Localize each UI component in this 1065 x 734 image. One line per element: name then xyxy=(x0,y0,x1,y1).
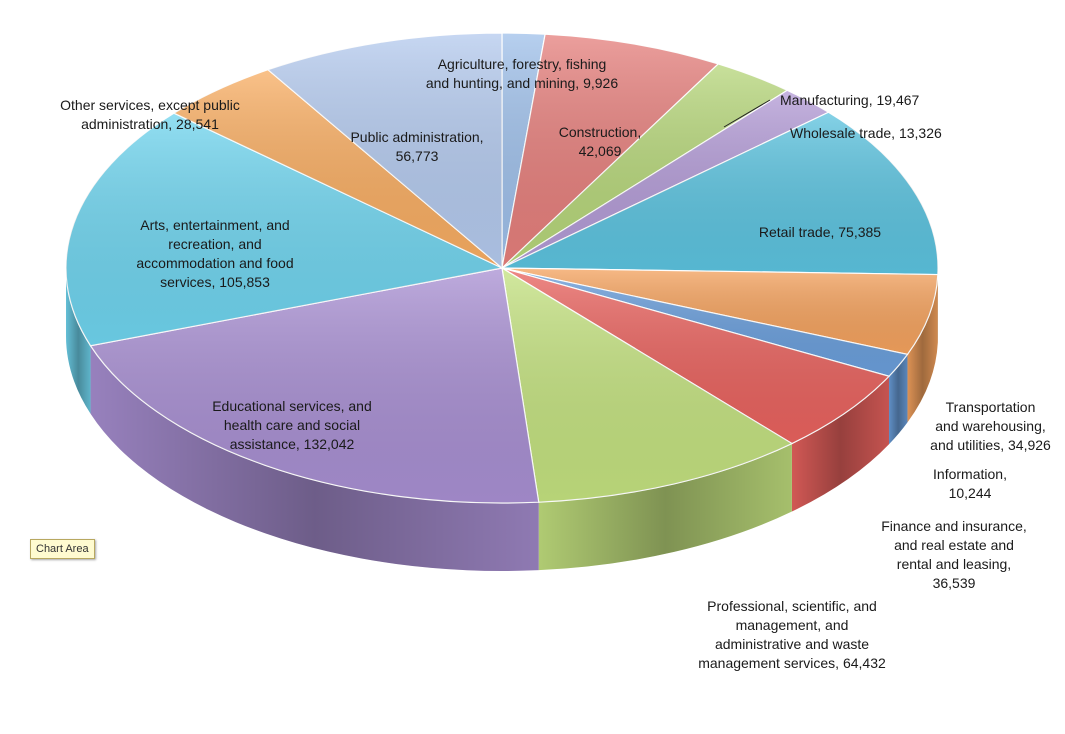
pie-slice-shade-wholesale-trade xyxy=(502,90,829,269)
chart-area-tooltip: Chart Area xyxy=(30,539,95,559)
label-transportation: Transportation and warehousing, and util… xyxy=(930,399,1051,453)
leader-line-manufacturing xyxy=(723,99,771,128)
label-professional: Professional, scientific, and management… xyxy=(698,598,886,671)
label-other-services: Other services, except public administra… xyxy=(60,97,240,132)
label-retail-trade: Retail trade, 75,385 xyxy=(758,224,882,240)
pie-side-shade-information xyxy=(888,354,908,445)
pie-side-shade-professional-scientific-and-management-a xyxy=(538,443,792,571)
pie-side-shade-arts-entertainment-and-recreation-and-ac xyxy=(66,268,91,414)
label-wholesale-trade: Wholesale trade, 13,326 xyxy=(790,125,942,141)
pie-slice-shade-educational-services-and-health-care-and xyxy=(90,268,539,503)
label-public-administration: Public administration, 56,773 xyxy=(350,129,484,164)
label-construction: Construction, 42,069 xyxy=(558,124,642,159)
pie-side-shade-finance-and-insurance-and-real-estate-an xyxy=(791,376,889,512)
label-arts: Arts, entertainment, and recreation, and… xyxy=(136,217,294,290)
label-manufacturing: Manufacturing, 19,467 xyxy=(780,92,920,108)
pie-side-shade-educational-services-and-health-care-and xyxy=(90,345,539,571)
pie-slice-shade-construction xyxy=(502,34,719,268)
pie-slice-shade-other-services-except-public-administrat xyxy=(174,69,502,269)
pie-slice-shade-retail-trade xyxy=(502,112,938,275)
label-information: Information, 10,244 xyxy=(933,466,1007,501)
pie-side-shade-transportation-and-warehousing-and-utili xyxy=(907,274,938,423)
pie-slice-shade-transportation-and-warehousing-and-utili xyxy=(502,268,938,355)
pie-slice-shade-public-administration xyxy=(267,33,502,268)
pie-slice-shade-information xyxy=(502,268,908,377)
pie-slice-shade-finance-and-insurance-and-real-estate-an xyxy=(502,268,889,444)
pie-slice-shade-professional-scientific-and-management-a xyxy=(502,268,792,503)
label-educational: Educational services, and health care an… xyxy=(212,398,372,452)
pie-slice-shade-arts-entertainment-and-recreation-and-ac xyxy=(66,113,503,346)
pie-slice-shade-manufacturing xyxy=(502,63,788,268)
label-finance: Finance and insurance, and real estate a… xyxy=(881,518,1027,591)
label-agriculture: Agriculture, forestry, fishing and hunti… xyxy=(425,56,619,91)
